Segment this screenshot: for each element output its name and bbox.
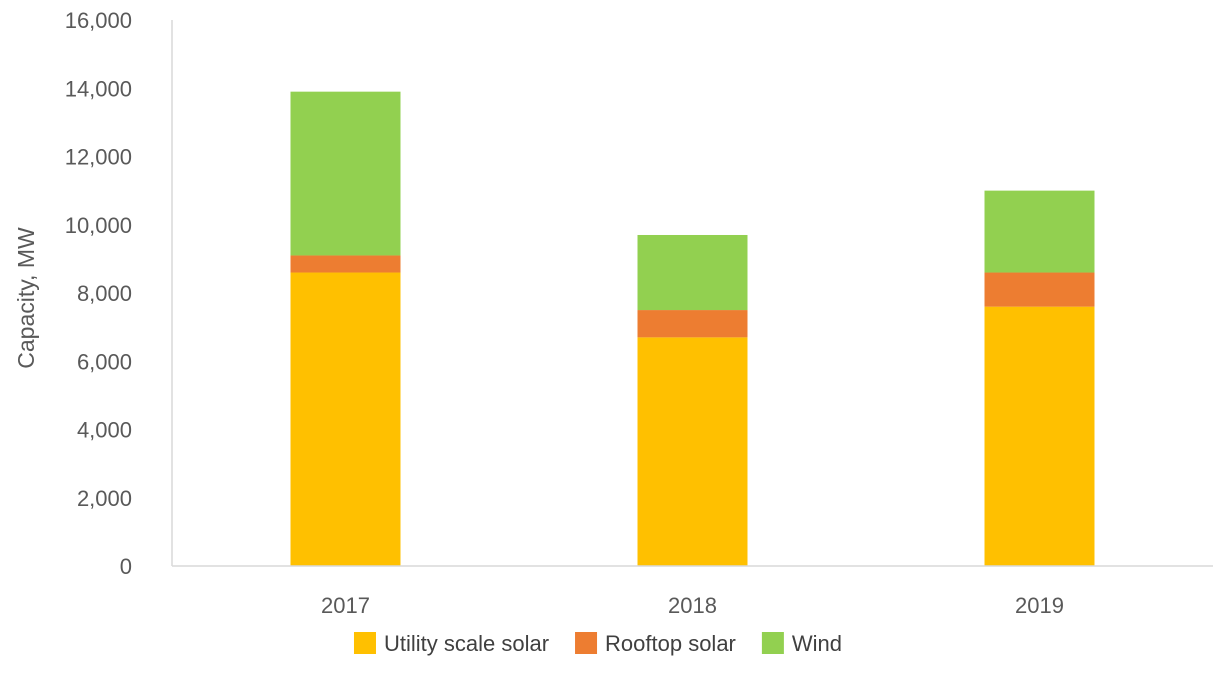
x-tick-label: 2018 xyxy=(668,593,717,618)
x-tick-label: 2017 xyxy=(321,593,370,618)
y-tick-label: 8,000 xyxy=(77,281,132,306)
legend-item: Rooftop solar xyxy=(575,631,736,656)
legend-label: Wind xyxy=(792,631,842,656)
y-tick-label: 6,000 xyxy=(77,349,132,374)
y-tick-label: 4,000 xyxy=(77,418,132,443)
y-tick-label: 16,000 xyxy=(65,8,132,33)
bar-2017-rooftop-solar xyxy=(290,255,401,273)
legend-swatch xyxy=(353,632,376,654)
legend-label: Rooftop solar xyxy=(605,631,736,656)
y-tick-label: 14,000 xyxy=(65,76,132,101)
bar-2019-utility-scale-solar xyxy=(984,306,1095,566)
legend-item: Utility scale solar xyxy=(353,631,549,656)
legend-swatch xyxy=(575,632,598,654)
legend-label: Utility scale solar xyxy=(384,631,549,656)
bar-2019-rooftop-solar xyxy=(984,272,1095,307)
legend-item: Wind xyxy=(761,631,842,656)
y-tick-label: 12,000 xyxy=(65,145,132,170)
y-tick-label: 10,000 xyxy=(65,213,132,238)
y-axis-ticks: 0 2,000 4,000 6,000 8,000 10,000 12,000 14,000 1… xyxy=(65,8,132,579)
y-axis-title: Capacity, MW xyxy=(13,227,39,369)
bar-2018-utility-scale-solar xyxy=(637,337,748,566)
x-axis-ticks: 2017 2018 2019 xyxy=(321,593,1064,618)
bar-2019-wind xyxy=(984,190,1095,273)
legend: Utility scale solar Rooftop solar Wind xyxy=(353,631,842,656)
y-tick-label: 2,000 xyxy=(77,486,132,511)
legend-swatch xyxy=(761,632,784,654)
bar-2018-rooftop-solar xyxy=(637,310,748,338)
y-tick-label: 0 xyxy=(120,554,132,579)
bar-2017-wind xyxy=(290,91,401,256)
x-tick-label: 2019 xyxy=(1015,593,1064,618)
bar-2018-wind xyxy=(637,234,748,311)
bars-group xyxy=(290,91,1095,566)
bar-2017-utility-scale-solar xyxy=(290,272,401,566)
